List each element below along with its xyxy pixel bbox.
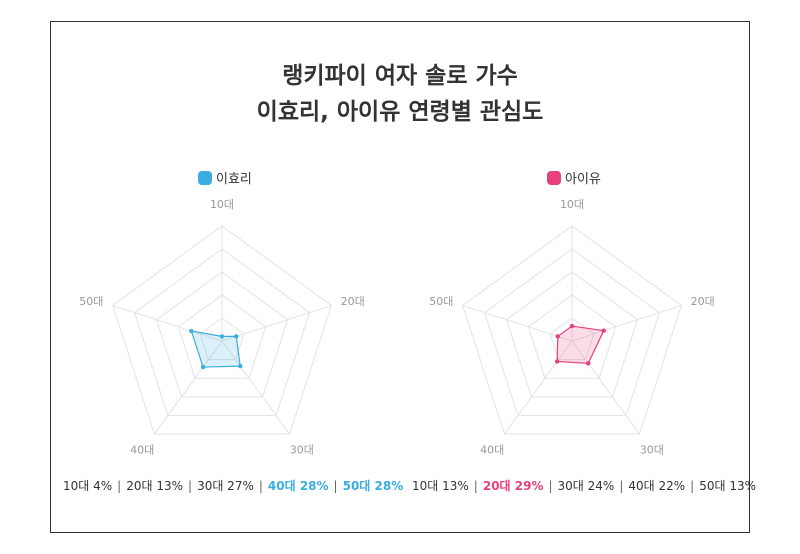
data-point-30대	[586, 361, 591, 366]
summary-item: 40대 28%	[267, 479, 329, 493]
data-area	[556, 325, 605, 364]
grid-spoke	[571, 304, 682, 342]
legend-swatch	[198, 170, 212, 185]
title-line-1: 랭키파이 여자 솔로 가수	[282, 63, 518, 89]
grid-ring	[199, 317, 245, 361]
grid-ring	[483, 248, 661, 416]
axis-label-40대: 40대	[480, 443, 504, 456]
grid-spoke	[462, 304, 573, 342]
grid-spoke	[571, 340, 640, 435]
title-line-2: 이효리, 아이유 연령별 관심도	[256, 99, 544, 125]
grid-ring	[549, 317, 595, 361]
data-point-10대	[219, 334, 225, 339]
separator: |	[619, 479, 624, 493]
separator: |	[333, 479, 338, 493]
summary-item: 20대 13%	[126, 479, 184, 493]
grid-spoke	[112, 304, 223, 342]
summary-item: 20대 29%	[482, 479, 544, 493]
summary-item: 30대 27%	[197, 479, 254, 493]
summary-item: 40대 22%	[628, 479, 686, 493]
summary-item: 10대 4%	[63, 479, 113, 493]
axis-label-50대: 50대	[429, 295, 453, 308]
separator: |	[258, 479, 263, 493]
data-point-40대	[200, 364, 206, 370]
legend-label: 이효리	[216, 172, 252, 187]
legend-label: 아이유	[565, 172, 601, 187]
data-area	[190, 330, 241, 368]
axis-label-50대: 50대	[79, 295, 103, 308]
separator: |	[473, 479, 478, 493]
grid-ring	[133, 248, 311, 416]
grid-spoke	[154, 340, 223, 435]
legend-swatch	[547, 170, 561, 185]
summary-item: 10대 13%	[412, 479, 469, 493]
grid-spoke	[221, 304, 332, 342]
separator: |	[690, 479, 695, 493]
summary-item: 30대 24%	[557, 479, 615, 493]
separator: |	[188, 479, 193, 493]
data-point-30대	[238, 363, 243, 369]
axis-label-30대: 30대	[640, 443, 664, 456]
summary-item: 50대 28%	[342, 479, 404, 493]
legend-iu[interactable]: 아이유	[547, 168, 601, 187]
grid-spoke	[504, 340, 573, 435]
summary-item: 50대 13%	[699, 479, 757, 493]
separator: |	[548, 479, 553, 493]
data-point-40대	[554, 359, 560, 364]
summary-iu: 10대 13% | 20대 29% | 30대 24% | 40대 22% | 50대 13%	[412, 477, 756, 494]
separator: |	[117, 479, 122, 493]
axis-label-10대: 10대	[560, 198, 584, 211]
chart-frame	[50, 21, 750, 533]
data-point-50대	[189, 328, 194, 334]
axis-label-20대: 20대	[691, 295, 715, 308]
summary-lee-hyori: 10대 4% | 20대 13% | 30대 27% | 40대 28% | 50대 28%	[63, 477, 403, 494]
data-point-10대	[569, 323, 575, 329]
legend-lee-hyori[interactable]: 이효리	[198, 168, 252, 187]
axis-label-10대: 10대	[210, 198, 234, 211]
grid-spoke	[221, 340, 290, 435]
axis-label-40대: 40대	[130, 443, 154, 456]
grid-ring	[177, 294, 267, 379]
grid-ring	[112, 225, 332, 435]
data-point-20대	[234, 334, 239, 339]
data-point-50대	[555, 334, 560, 339]
grid-ring	[155, 271, 289, 398]
axis-label-20대: 20대	[341, 295, 365, 308]
grid-ring	[505, 271, 639, 398]
data-point-20대	[601, 328, 606, 333]
grid-ring	[527, 294, 617, 379]
grid-ring	[462, 225, 682, 435]
axis-label-30대: 30대	[290, 443, 314, 456]
